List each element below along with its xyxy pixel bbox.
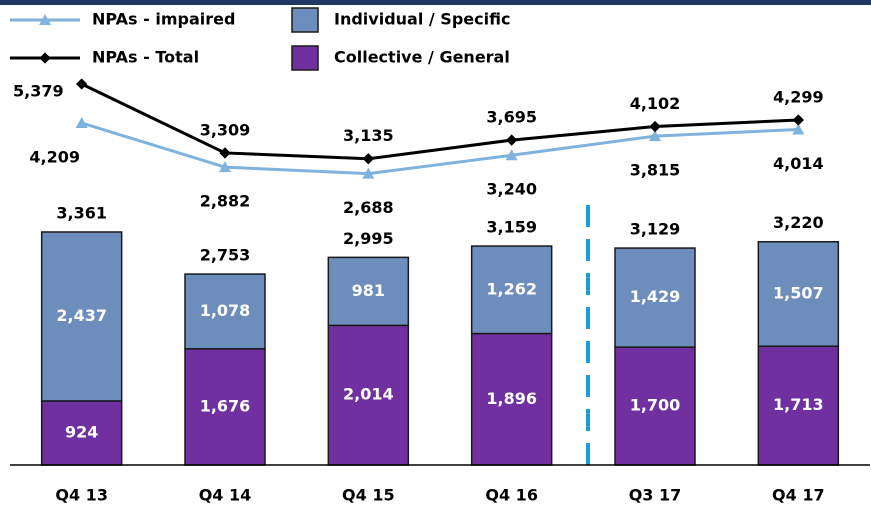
line xyxy=(81,82,799,161)
total-label: 3,129 xyxy=(630,220,681,239)
header-strip xyxy=(0,0,871,5)
line-value-label: 4,014 xyxy=(773,154,824,173)
legend-marker xyxy=(39,52,51,64)
line-value-label: 3,695 xyxy=(486,108,537,127)
line-marker xyxy=(649,120,661,133)
line-value-label: 3,309 xyxy=(200,120,251,139)
line-marker xyxy=(792,114,804,126)
bar xyxy=(757,240,840,347)
line-value-label: 3,135 xyxy=(343,126,394,145)
legend-marker xyxy=(39,14,51,25)
line-value-label: 5,379 xyxy=(13,82,64,101)
bar-value-label: 1,676 xyxy=(200,396,251,415)
bar-value-label: 924 xyxy=(65,422,98,441)
line-value-label: 4,209 xyxy=(29,147,80,166)
bar-value-label: 1,429 xyxy=(630,287,681,306)
bar-value-label: 981 xyxy=(352,281,385,300)
line-marker xyxy=(362,153,374,165)
line-marker xyxy=(75,116,88,128)
legend-swatch xyxy=(291,7,319,33)
bar xyxy=(614,247,696,348)
legend-label: Collective / General xyxy=(334,48,510,67)
line-marker xyxy=(505,149,518,161)
line-value-label: 2,882 xyxy=(200,192,251,211)
bar-value-label: 1,896 xyxy=(486,389,537,408)
x-tick-label: Q4 17 xyxy=(772,486,825,505)
x-tick-label: Q4 15 xyxy=(342,486,395,505)
line-marker xyxy=(219,161,231,173)
line-marker xyxy=(792,123,805,135)
bar xyxy=(184,273,266,350)
line-marker xyxy=(362,167,375,179)
legend-swatch xyxy=(291,45,319,71)
legend-label: Individual / Specific xyxy=(334,10,510,29)
bar xyxy=(327,256,410,327)
bar-value-label: 2,437 xyxy=(56,306,107,325)
line-marker xyxy=(219,147,231,159)
x-tick-label: Q4 14 xyxy=(199,486,252,505)
line-value-label: 4,299 xyxy=(773,87,824,106)
line-value-label: 3,815 xyxy=(630,161,681,180)
line xyxy=(81,121,799,176)
bar-value-label: 2,014 xyxy=(343,385,394,404)
line-marker xyxy=(649,130,661,142)
line-marker xyxy=(76,78,88,90)
line-marker xyxy=(506,134,518,146)
bar-value-label: 1,262 xyxy=(486,279,537,298)
line-value-label: 4,102 xyxy=(630,94,681,113)
bar-value-label: 1,713 xyxy=(773,395,824,414)
line-value-label: 2,688 xyxy=(343,198,394,217)
bar-value-label: 1,078 xyxy=(200,301,251,320)
total-label: 3,159 xyxy=(486,218,537,237)
bar-value-label: 1,507 xyxy=(773,283,824,302)
bar-value-label: 1,700 xyxy=(630,396,681,415)
legend-label: NPAs - Total xyxy=(92,48,199,67)
x-tick-label: Q3 17 xyxy=(629,486,682,505)
total-label: 3,361 xyxy=(56,203,107,222)
total-label: 2,753 xyxy=(200,246,251,265)
bar xyxy=(470,245,553,335)
bar xyxy=(40,231,123,402)
x-tick-label: Q4 16 xyxy=(485,486,538,505)
x-tick-label: Q4 13 xyxy=(55,486,108,505)
line-value-label: 3,240 xyxy=(486,180,537,199)
total-label: 3,220 xyxy=(773,213,824,232)
bar xyxy=(184,348,266,466)
total-label: 2,995 xyxy=(343,229,394,248)
legend-label: NPAs - impaired xyxy=(92,10,235,29)
